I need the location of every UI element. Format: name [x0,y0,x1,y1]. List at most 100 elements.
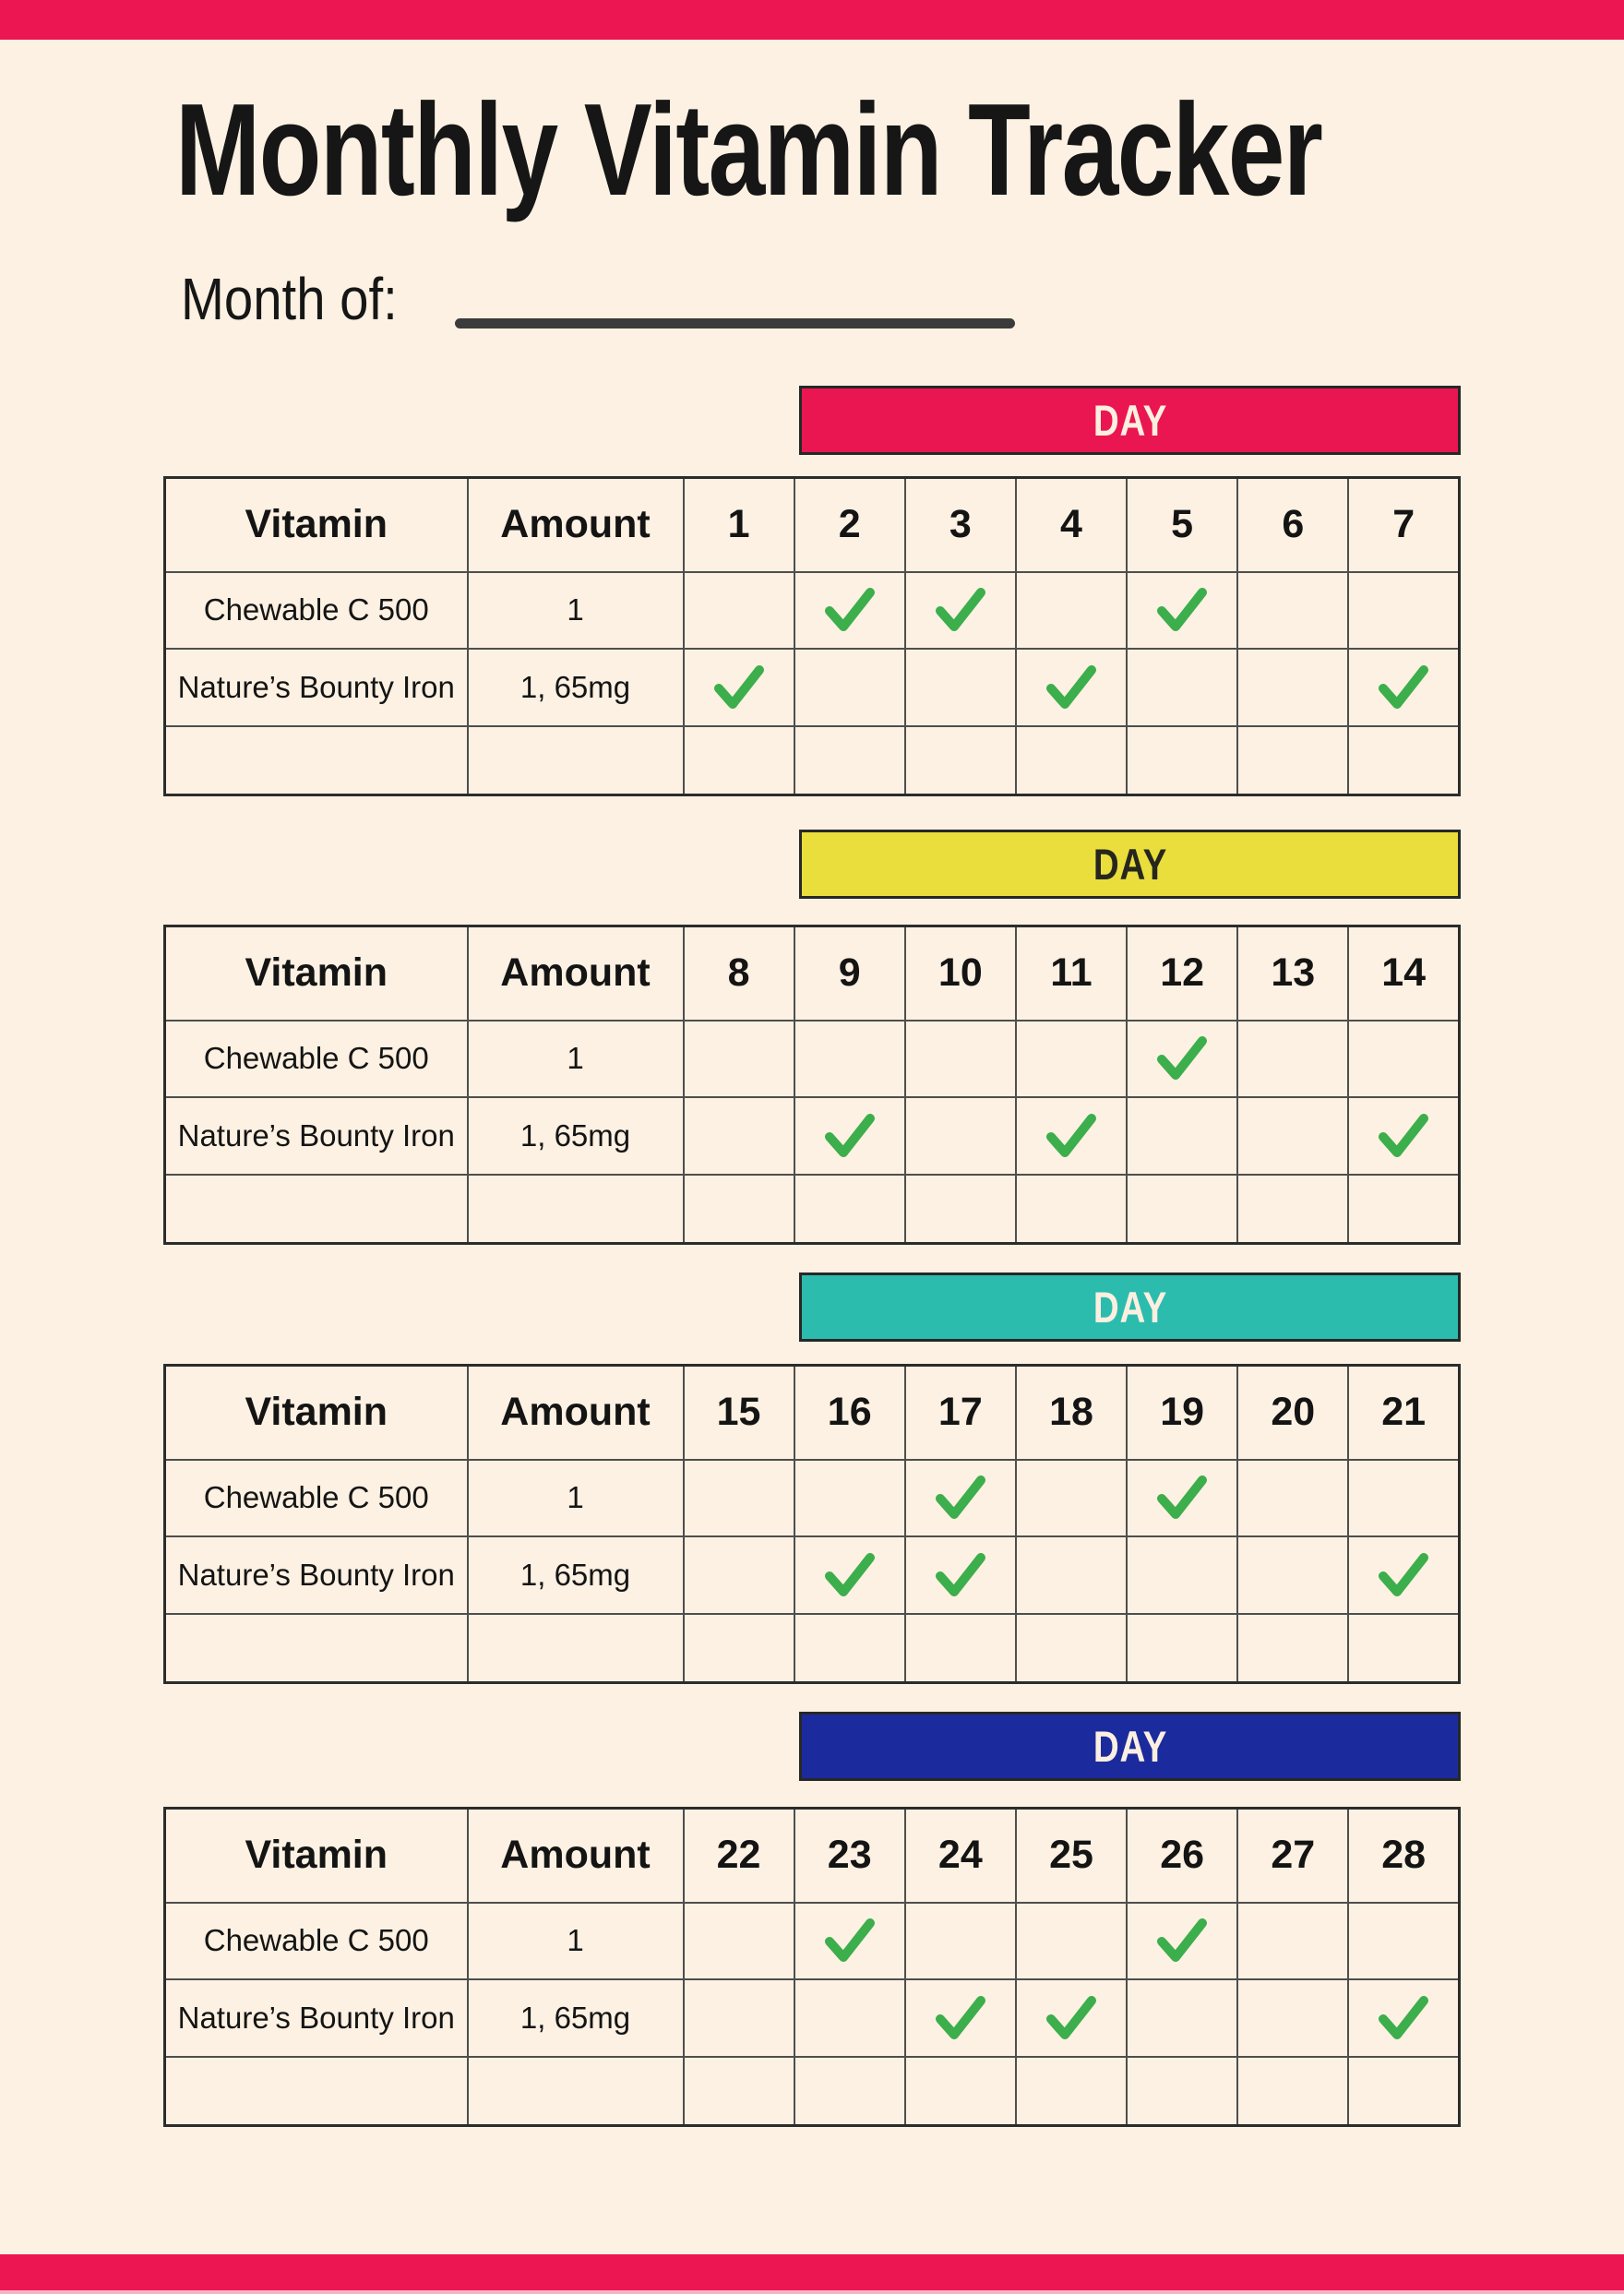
check-cell[interactable] [1347,1535,1461,1615]
check-cell[interactable] [682,1901,795,1980]
vitamin-name-cell: Chewable C 500 [163,1901,469,1980]
vitamin-row [163,2055,1461,2127]
vitamin-name-cell [163,1612,469,1684]
check-cell[interactable] [1347,1019,1461,1098]
check-cell[interactable] [1014,1019,1128,1098]
check-cell[interactable] [1126,1977,1239,2058]
check-cell[interactable] [682,1612,795,1684]
vitamin-row: Chewable C 500 1 [163,570,1461,650]
check-cell[interactable] [682,1977,795,2058]
check-cell[interactable] [1347,1095,1461,1176]
check-cell[interactable] [1347,1612,1461,1684]
check-cell[interactable] [1126,647,1239,727]
check-cell[interactable] [1347,724,1461,796]
check-cell[interactable] [1126,1019,1239,1098]
check-cell[interactable] [1347,647,1461,727]
check-cell[interactable] [682,1173,795,1245]
month-fill-in-line[interactable] [455,318,1015,329]
check-cell[interactable] [1014,1977,1128,2058]
check-cell[interactable] [1014,2055,1128,2127]
check-cell[interactable] [1014,1535,1128,1615]
check-cell[interactable] [1126,2055,1239,2127]
check-cell[interactable] [1126,1535,1239,1615]
check-cell[interactable] [682,1019,795,1098]
check-cell[interactable] [793,647,906,727]
check-cell[interactable] [1347,1458,1461,1537]
check-cell[interactable] [682,2055,795,2127]
check-cell[interactable] [1014,570,1128,650]
check-cell[interactable] [1126,1173,1239,1245]
week-table-1: Vitamin Amount 1 2 3 4 5 6 7 Chewable C 500 1 Natur… [163,476,1461,796]
checkmark-icon [1379,1995,1429,2039]
check-cell[interactable] [903,724,1017,796]
check-cell[interactable] [793,1095,906,1176]
check-cell[interactable] [1347,1977,1461,2058]
check-cell[interactable] [682,1095,795,1176]
check-cell[interactable] [793,1612,906,1684]
check-cell[interactable] [1236,1977,1350,2058]
check-cell[interactable] [903,1095,1017,1176]
check-cell[interactable] [682,570,795,650]
check-cell[interactable] [1014,1095,1128,1176]
check-cell[interactable] [1347,1173,1461,1245]
check-cell[interactable] [1126,724,1239,796]
check-cell[interactable] [1236,1612,1350,1684]
check-cell[interactable] [1347,570,1461,650]
check-cell[interactable] [793,1901,906,1980]
day-number-header: 11 [1014,925,1128,1022]
check-cell[interactable] [1236,570,1350,650]
check-cell[interactable] [682,1535,795,1615]
check-cell[interactable] [903,1458,1017,1537]
check-cell[interactable] [903,647,1017,727]
check-cell[interactable] [682,724,795,796]
check-cell[interactable] [682,1458,795,1537]
check-cell[interactable] [903,570,1017,650]
check-cell[interactable] [793,1173,906,1245]
check-cell[interactable] [1014,724,1128,796]
check-cell[interactable] [682,647,795,727]
check-cell[interactable] [903,1535,1017,1615]
check-cell[interactable] [1126,1612,1239,1684]
check-cell[interactable] [1236,1458,1350,1537]
check-cell[interactable] [1236,1095,1350,1176]
check-cell[interactable] [1014,1458,1128,1537]
check-cell[interactable] [903,1173,1017,1245]
check-cell[interactable] [1236,2055,1350,2127]
check-cell[interactable] [1014,1173,1128,1245]
check-cell[interactable] [903,1019,1017,1098]
check-cell[interactable] [793,1458,906,1537]
amount-column-header: Amount [466,925,685,1022]
check-cell[interactable] [1014,647,1128,727]
check-cell[interactable] [793,1535,906,1615]
check-cell[interactable] [1236,1901,1350,1980]
check-cell[interactable] [793,724,906,796]
vitamin-name-cell: Nature’s Bounty Iron [163,1095,469,1176]
checkmark-icon [713,664,764,709]
amount-cell [466,2055,685,2127]
check-cell[interactable] [1236,1173,1350,1245]
check-cell[interactable] [793,570,906,650]
check-cell[interactable] [1236,1535,1350,1615]
check-cell[interactable] [1126,1458,1239,1537]
check-cell[interactable] [793,2055,906,2127]
check-cell[interactable] [793,1019,906,1098]
check-cell[interactable] [1347,1901,1461,1980]
check-cell[interactable] [1014,1612,1128,1684]
check-cell[interactable] [1126,570,1239,650]
checkmark-icon [1379,664,1429,709]
check-cell[interactable] [1126,1901,1239,1980]
amount-cell [466,724,685,796]
check-cell[interactable] [1236,724,1350,796]
check-cell[interactable] [1236,1019,1350,1098]
check-cell[interactable] [1014,1901,1128,1980]
check-cell[interactable] [903,2055,1017,2127]
checkmark-icon [1157,1476,1208,1519]
check-cell[interactable] [1126,1095,1239,1176]
check-cell[interactable] [903,1901,1017,1980]
day-number-header: 15 [682,1364,795,1461]
check-cell[interactable] [793,1977,906,2058]
check-cell[interactable] [1347,2055,1461,2127]
check-cell[interactable] [903,1612,1017,1684]
check-cell[interactable] [1236,647,1350,727]
check-cell[interactable] [903,1977,1017,2058]
